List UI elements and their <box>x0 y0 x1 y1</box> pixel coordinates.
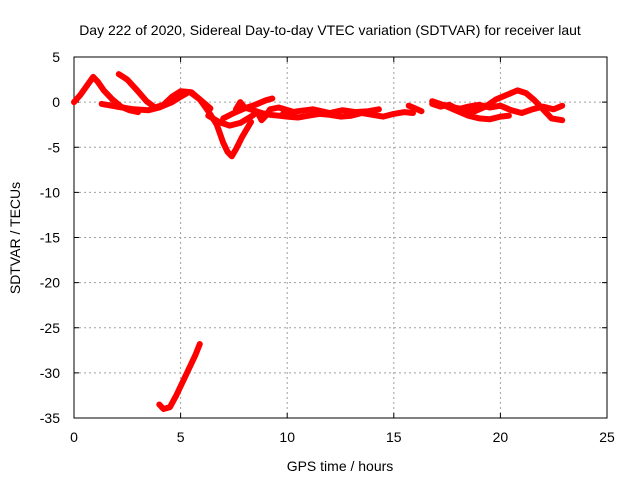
y-axis-label: SDTVAR / TECUs <box>7 182 23 294</box>
x-tick-label: 20 <box>493 429 509 445</box>
series-track-3 <box>115 71 214 112</box>
y-tick-label: -30 <box>40 365 60 381</box>
x-tick-label: 0 <box>70 429 78 445</box>
y-tick-label: -25 <box>40 320 60 336</box>
series-track-8 <box>279 106 382 117</box>
x-tick-label: 5 <box>177 429 185 445</box>
axis-ticks: 0 5 10 15 20 25 5 0 -5 -10 -15 -20 -25 -30 -35 <box>40 49 615 445</box>
y-tick-label: -35 <box>40 410 60 426</box>
x-tick-label: 15 <box>386 429 402 445</box>
y-tick-label: -15 <box>40 230 60 246</box>
y-tick-label: 5 <box>52 49 60 65</box>
x-tick-label: 25 <box>599 429 615 445</box>
series-track-13 <box>156 341 203 412</box>
data-series <box>71 71 566 412</box>
x-tick-label: 10 <box>279 429 295 445</box>
series-track-9 <box>405 102 425 115</box>
series-track-4 <box>188 90 254 160</box>
y-tick-label: 0 <box>52 94 60 110</box>
series-track-7 <box>233 99 416 121</box>
y-tick-label: -20 <box>40 275 60 291</box>
y-tick-label: -5 <box>48 139 61 155</box>
series-track-12 <box>444 103 512 123</box>
x-axis-label: GPS time / hours <box>287 458 394 474</box>
y-tick-label: -10 <box>40 184 60 200</box>
chart-title: Day 222 of 2020, Sidereal Day-to-day VTE… <box>79 22 581 38</box>
